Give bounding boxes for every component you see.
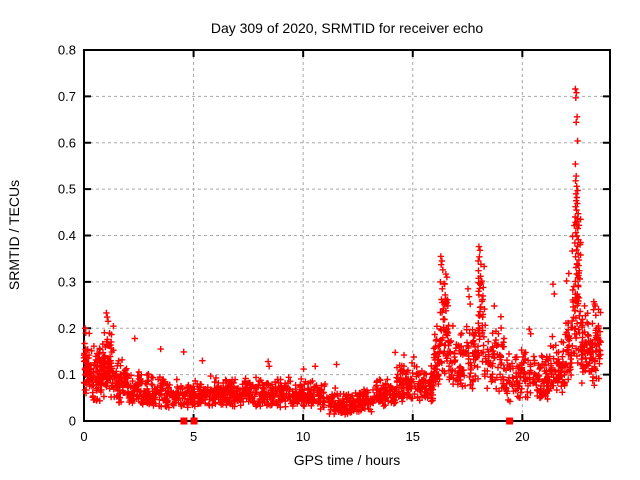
x-tick-label: 0 (80, 429, 87, 444)
x-tick-label: 15 (406, 429, 420, 444)
y-tick-label: 0.7 (58, 89, 76, 104)
x-tick-label: 10 (296, 429, 310, 444)
y-tick-label: 0.8 (58, 43, 76, 58)
x-tick-label: 20 (515, 429, 529, 444)
chart-title: Day 309 of 2020, SRMTID for receiver ech… (210, 20, 484, 36)
y-tick-label: 0.3 (58, 274, 76, 289)
y-tick-label: 0.2 (58, 321, 76, 336)
zero-value-square (180, 417, 188, 425)
zero-value-square (190, 417, 198, 425)
y-tick-label: 0 (69, 414, 76, 429)
y-tick-label: 0.4 (58, 228, 76, 243)
y-tick-label: 0.5 (58, 182, 76, 197)
y-tick-label: 0.6 (58, 135, 76, 150)
x-axis-label: GPS time / hours (293, 452, 401, 468)
scatter-points (80, 85, 604, 418)
zero-value-square (506, 417, 514, 425)
y-tick-label: 0.1 (58, 367, 76, 382)
x-tick-label: 5 (190, 429, 197, 444)
